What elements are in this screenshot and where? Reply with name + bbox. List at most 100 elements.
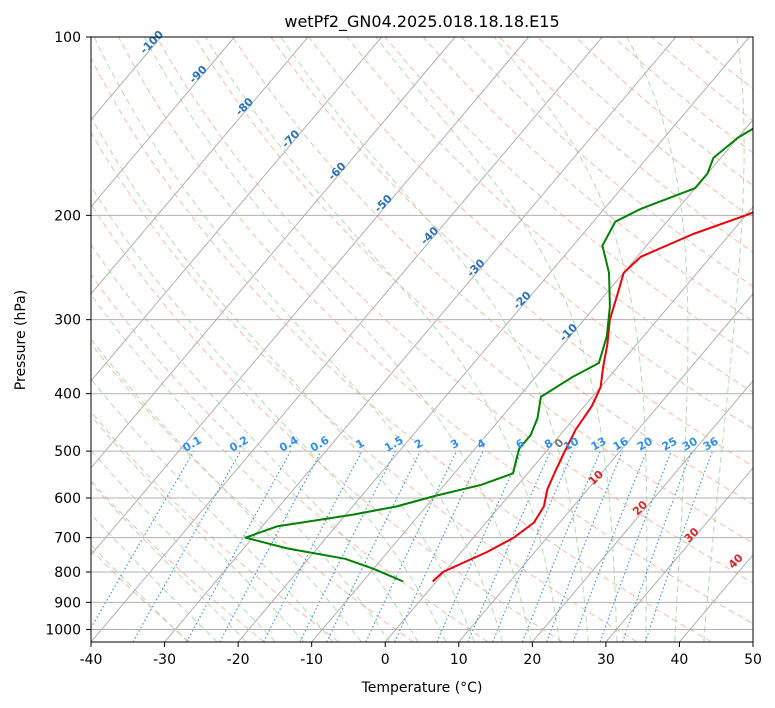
mixing-ratio-line xyxy=(622,450,693,642)
moist-adiabat-line xyxy=(93,37,504,642)
moist-adiabat-line xyxy=(91,338,362,642)
dry-adiabat-line xyxy=(156,37,753,584)
dry-adiabat-line xyxy=(91,273,489,642)
mixing-ratio-line xyxy=(365,450,457,642)
x-tick-label: 20 xyxy=(523,652,541,668)
mixing-ratio-line xyxy=(219,450,322,642)
dry-adiabat-label: -30 xyxy=(464,256,487,279)
moist-adiabat-line xyxy=(91,115,475,642)
x-tick-label: 30 xyxy=(597,652,615,668)
dry-adiabat-label: -40 xyxy=(418,224,441,247)
dry-adiabat-line xyxy=(91,131,638,642)
isotherm-line xyxy=(164,37,677,642)
dry-adiabat-line xyxy=(118,37,753,625)
moist-adiabat-line xyxy=(91,293,390,642)
mixing-ratio-line xyxy=(299,450,397,642)
mixing-ratio-line xyxy=(492,450,574,642)
mixing-ratio-line xyxy=(599,450,672,642)
line-labels: 0.1 0.2 0.4 0.6 1 1.5 2 3 4 6 8 10 13 16 20 25 30 36-100-… xyxy=(138,28,747,572)
y-tick-label: 600 xyxy=(54,491,81,507)
dry-adiabat-line xyxy=(91,411,340,642)
moist-adiabat-line xyxy=(703,37,745,642)
dry-adiabat-line xyxy=(91,480,265,642)
dry-adiabat-label: -60 xyxy=(325,159,348,182)
x-axis: -40 -30 -20 -10 0 10 20 30 40 50 xyxy=(80,642,762,668)
isotherm-line xyxy=(752,641,753,642)
mixing-ratio-line xyxy=(91,450,195,629)
moist-adiabat-line xyxy=(91,482,247,642)
y-tick-label: 1000 xyxy=(45,622,81,638)
mixing-ratio-label: 3 xyxy=(448,437,461,452)
moist-adiabat-line xyxy=(280,37,589,642)
mixing-ratio-line xyxy=(132,450,242,642)
mixing-ratio-label: 4 xyxy=(475,436,488,451)
y-tick-label: 400 xyxy=(54,387,81,403)
temperature-profile-line xyxy=(432,211,753,583)
dry-adiabat-label: -80 xyxy=(233,95,256,118)
isotherm-line xyxy=(458,293,753,642)
dry-adiabat-line xyxy=(91,342,414,642)
moist-adiabat-line xyxy=(143,37,532,642)
isotherm-line xyxy=(91,37,456,469)
mixing-ratio-line xyxy=(436,450,523,642)
dry-adiabat-line xyxy=(460,37,753,288)
moist-adiabat-line xyxy=(91,544,189,642)
dry-adiabat-line xyxy=(232,37,753,505)
y-tick-label: 800 xyxy=(54,565,81,581)
dry-adiabat-line xyxy=(308,37,753,430)
dry-adiabat-line xyxy=(537,37,753,220)
y-tick-label: 100 xyxy=(54,30,81,46)
mixing-ratio-line xyxy=(521,450,601,642)
x-tick-label: 50 xyxy=(744,652,762,668)
isotherm-line xyxy=(91,37,309,295)
isotherm-line xyxy=(311,118,753,642)
x-axis-label: Temperature (°C) xyxy=(361,680,483,696)
x-tick-label: -30 xyxy=(153,652,176,668)
moist-adiabat-line xyxy=(91,243,419,642)
mixing-ratio-line xyxy=(467,450,551,642)
isotherm-line xyxy=(91,37,235,208)
moist-adiabat-line xyxy=(91,185,447,642)
background-lines xyxy=(0,37,753,642)
mixing-ratio-line xyxy=(546,450,624,642)
sounding-profiles xyxy=(244,127,753,583)
dry-adiabat-label: -20 xyxy=(511,289,534,312)
y-tick-label: 300 xyxy=(54,313,81,329)
dewpoint-profile-line xyxy=(244,127,753,583)
moist-adiabat-label: 20 xyxy=(630,498,650,518)
x-tick-label: -10 xyxy=(300,652,323,668)
y-axis: 100 200 300 400 500 600 700 800 900 1000 xyxy=(45,30,91,638)
dry-adiabat-line xyxy=(613,37,753,154)
moist-adiabat-line xyxy=(494,37,648,642)
isotherm-line xyxy=(91,37,603,642)
dry-adiabat-line xyxy=(91,203,563,642)
y-tick-label: 500 xyxy=(54,444,81,460)
mixing-ratio-line xyxy=(572,450,648,642)
y-tick-label: 900 xyxy=(54,595,81,611)
dry-adiabat-label: -70 xyxy=(279,127,302,150)
moist-adiabat-line xyxy=(91,378,334,642)
mixing-ratio-line xyxy=(644,450,714,642)
isotherm-line xyxy=(531,380,753,642)
x-tick-label: 0 xyxy=(381,652,390,668)
y-axis-label: Pressure (hPa) xyxy=(13,290,29,390)
mixing-ratio-line xyxy=(326,450,421,642)
dry-adiabat-line xyxy=(651,37,753,122)
moist-adiabat-line xyxy=(91,449,276,642)
isotherm-line xyxy=(0,37,14,642)
isotherm-line xyxy=(679,554,753,642)
y-tick-label: 200 xyxy=(54,208,81,224)
dry-adiabat-line xyxy=(91,549,191,642)
moist-adiabat-line xyxy=(626,37,689,642)
moist-adiabat-line xyxy=(375,37,618,642)
isotherm-line xyxy=(91,37,530,556)
x-tick-label: 10 xyxy=(450,652,468,668)
dry-adiabat-label: -90 xyxy=(187,63,210,86)
isotherm-line xyxy=(237,37,750,642)
isotherm-line xyxy=(384,205,753,642)
dry-adiabat-line xyxy=(91,57,713,642)
x-tick-label: -40 xyxy=(80,652,103,668)
mixing-ratio-line xyxy=(186,450,292,642)
moist-adiabat-line xyxy=(91,513,218,642)
